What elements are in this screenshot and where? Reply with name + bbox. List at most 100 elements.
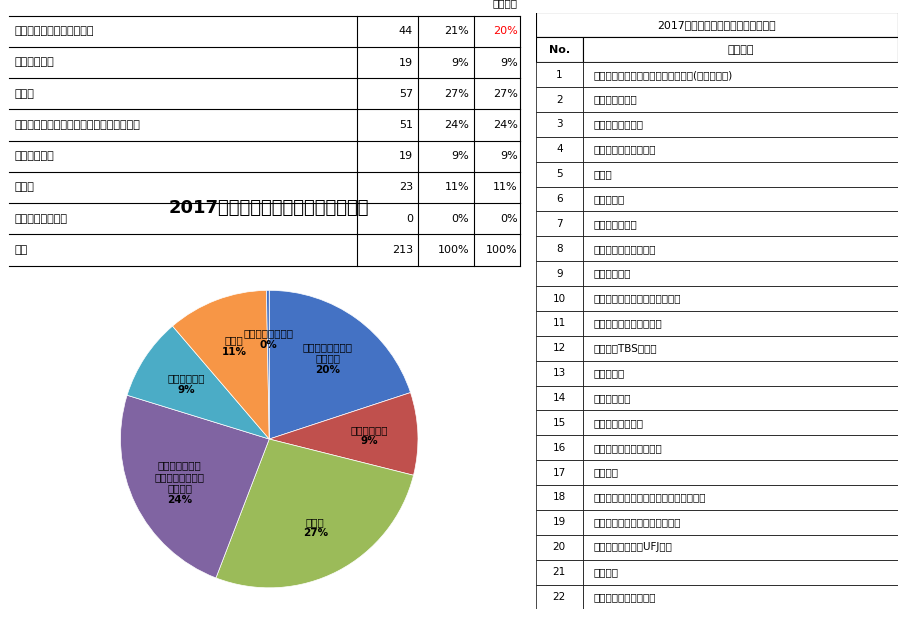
Text: 損保ジャパン日本興亜株式会社: 損保ジャパン日本興亜株式会社 <box>594 294 681 304</box>
Text: 21%: 21% <box>444 26 469 36</box>
Bar <box>536 137 583 162</box>
Text: 製造業
11%: 製造業 11% <box>222 335 246 357</box>
Text: 0: 0 <box>406 214 413 224</box>
Bar <box>536 535 583 559</box>
Text: 2017年度法学部卒業生の主な就職先: 2017年度法学部卒業生の主な就職先 <box>657 20 776 30</box>
Text: 公務・その他
9%: 公務・その他 9% <box>167 374 205 395</box>
Text: 株式会社ゆうちょ銀行: 株式会社ゆうちょ銀行 <box>594 592 656 602</box>
Bar <box>536 559 583 584</box>
Bar <box>536 510 583 535</box>
Text: 11: 11 <box>553 318 566 328</box>
Bar <box>583 411 898 435</box>
Text: 株式会社みずほフィナンシャルグループ: 株式会社みずほフィナンシャルグループ <box>594 492 706 502</box>
Text: 6: 6 <box>556 194 563 204</box>
Bar <box>583 510 898 535</box>
Bar <box>536 460 583 485</box>
Text: アメリカンファミリー生命保険会社(アフラック): アメリカンファミリー生命保険会社(アフラック) <box>594 69 733 79</box>
Text: 16: 16 <box>553 442 566 452</box>
Bar <box>536 211 583 236</box>
Text: 14: 14 <box>553 393 566 403</box>
Bar <box>583 286 898 311</box>
Text: 19: 19 <box>399 58 413 68</box>
Text: 東京国税局: 東京国税局 <box>594 368 625 378</box>
Text: 23: 23 <box>399 182 413 192</box>
Text: 農・林・漁・鉱業: 農・林・漁・鉱業 <box>14 214 67 224</box>
Text: 卸売・小売業
9%: 卸売・小売業 9% <box>350 424 387 446</box>
Text: 国土交通省: 国土交通省 <box>594 194 625 204</box>
Text: 卸売・小売業: 卸売・小売業 <box>14 58 54 68</box>
Text: 最終数値: 最終数値 <box>493 0 518 8</box>
Bar <box>583 311 898 336</box>
Text: 0%: 0% <box>500 214 518 224</box>
Bar <box>536 12 898 38</box>
Text: 建設・不動産・
運輸・通信・エネ
ルギー業
24%: 建設・不動産・ 運輸・通信・エネ ルギー業 24% <box>155 460 205 505</box>
Bar <box>583 559 898 584</box>
Text: 100%: 100% <box>486 245 518 255</box>
Text: 公務・その他: 公務・その他 <box>14 151 54 161</box>
Bar <box>583 162 898 187</box>
Text: 27%: 27% <box>493 89 518 99</box>
Bar <box>536 62 583 87</box>
Bar <box>583 261 898 286</box>
Text: 9%: 9% <box>500 151 518 161</box>
Bar <box>536 162 583 187</box>
Text: エステー株式会社: エステー株式会社 <box>594 119 643 129</box>
Bar <box>583 435 898 460</box>
Text: 20%: 20% <box>493 26 518 36</box>
Text: 広島県庁: 広島県庁 <box>594 468 619 478</box>
Bar <box>536 38 583 62</box>
Text: 0%: 0% <box>452 214 469 224</box>
Text: 製造業: 製造業 <box>14 182 34 192</box>
Bar <box>583 137 898 162</box>
Bar <box>536 261 583 286</box>
Bar <box>583 460 898 485</box>
Bar <box>536 311 583 336</box>
Wedge shape <box>120 395 270 578</box>
Text: 24%: 24% <box>493 120 518 130</box>
Text: 20: 20 <box>553 542 566 552</box>
Text: 1: 1 <box>556 69 563 79</box>
Text: 9%: 9% <box>452 151 469 161</box>
Wedge shape <box>270 392 418 475</box>
Text: 農・林・漁・鉱業
0%: 農・林・漁・鉱業 0% <box>243 329 293 350</box>
Text: 集計: 集計 <box>14 245 27 255</box>
Bar <box>536 87 583 112</box>
Text: 11%: 11% <box>444 182 469 192</box>
Wedge shape <box>127 326 270 439</box>
Bar <box>583 535 898 559</box>
Bar <box>583 236 898 261</box>
Bar <box>536 411 583 435</box>
Text: マスコミ・教育・サービス: マスコミ・教育・サービス <box>14 26 93 36</box>
Bar <box>536 361 583 386</box>
Text: 山形県庁: 山形県庁 <box>594 567 619 577</box>
Wedge shape <box>216 439 414 588</box>
Text: 27%: 27% <box>444 89 469 99</box>
Text: 9%: 9% <box>452 58 469 68</box>
Text: 世田谷区役所: 世田谷区役所 <box>594 269 631 279</box>
Text: 建設・不動産・運輸・通信・エネルギー業: 建設・不動産・運輸・通信・エネルギー業 <box>14 120 140 130</box>
Text: 17: 17 <box>553 468 566 478</box>
Text: 金融業: 金融業 <box>14 89 34 99</box>
Text: 100%: 100% <box>438 245 469 255</box>
Bar <box>583 336 898 361</box>
Text: 法律学科: 法律学科 <box>727 45 754 55</box>
Text: 18: 18 <box>553 492 566 502</box>
Text: 213: 213 <box>392 245 413 255</box>
Text: 13: 13 <box>553 368 566 378</box>
Bar <box>536 187 583 211</box>
Text: 19: 19 <box>399 151 413 161</box>
Bar <box>583 87 898 112</box>
Bar <box>536 485 583 510</box>
Bar <box>583 112 898 137</box>
Bar <box>583 584 898 609</box>
Bar <box>536 286 583 311</box>
Text: 株式会社伊藤園: 株式会社伊藤園 <box>594 94 637 104</box>
Text: 株式会社三菱東京UFJ銀行: 株式会社三菱東京UFJ銀行 <box>594 542 672 552</box>
Text: エスビー食品株式会社: エスビー食品株式会社 <box>594 144 656 154</box>
Title: 2017年度法学部就職先業種別データ: 2017年度法学部就職先業種別データ <box>169 199 369 217</box>
Text: 19: 19 <box>553 518 566 528</box>
Bar <box>583 187 898 211</box>
Text: 株式会社TBSテレビ: 株式会社TBSテレビ <box>594 343 657 353</box>
Text: 大和ハウス工業株式会社: 大和ハウス工業株式会社 <box>594 318 662 328</box>
Text: 3: 3 <box>556 119 563 129</box>
